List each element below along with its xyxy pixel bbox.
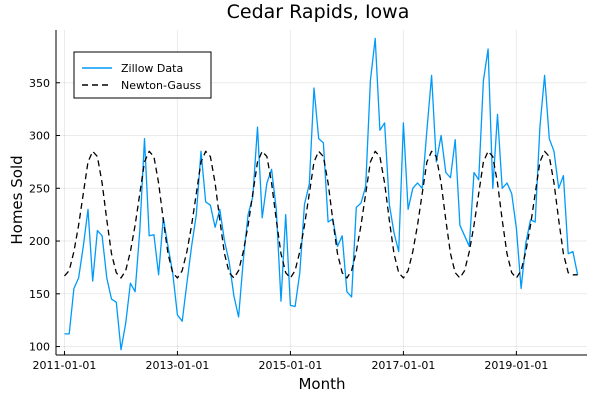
series-line-zillow-data: [64, 37, 579, 351]
x-axis-label: Month: [298, 375, 345, 393]
y-axis-label: Homes Sold: [8, 155, 26, 244]
series-layer: [64, 37, 579, 351]
axes: [55, 30, 587, 356]
legend: Zillow Data Newton-Gauss: [73, 51, 212, 99]
y-tick-label: 350: [29, 77, 50, 90]
tick-labels: 2011-01-01 2013-01-01 2015-01-01 2017-01-01…: [29, 77, 548, 372]
legend-label-newton-gauss: Newton-Gauss: [121, 79, 201, 92]
x-tick-label: 2011-01-01: [33, 359, 97, 372]
y-tick-label: 300: [29, 130, 50, 143]
x-tick-label: 2019-01-01: [484, 359, 548, 372]
y-tick-label: 200: [29, 235, 50, 248]
y-tick-label: 250: [29, 182, 50, 195]
y-tick-label: 150: [29, 288, 50, 301]
series-line-newton-gauss: [64, 150, 578, 279]
y-tick-label: 100: [29, 341, 50, 354]
x-tick-label: 2017-01-01: [371, 359, 435, 372]
x-tick-label: 2015-01-01: [258, 359, 322, 372]
x-tick-label: 2013-01-01: [145, 359, 209, 372]
chart-title: Cedar Rapids, Iowa: [227, 1, 410, 23]
legend-label-zillow-data: Zillow Data: [121, 62, 183, 75]
legend-box: [73, 51, 212, 99]
